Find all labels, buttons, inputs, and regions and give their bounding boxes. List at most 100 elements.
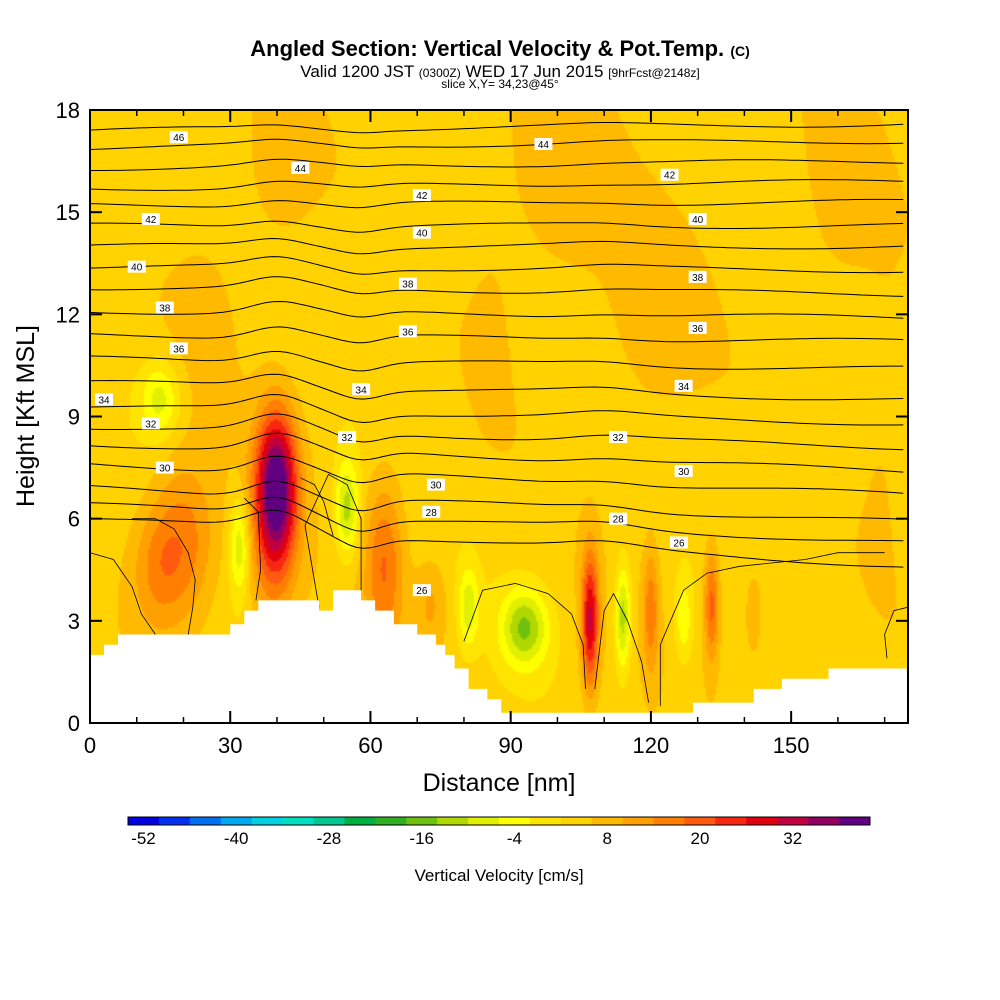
contour-label: 32 xyxy=(609,430,628,444)
contour-label: 40 xyxy=(688,212,707,226)
contour-label-box xyxy=(412,189,431,202)
zero-velocity-line xyxy=(90,552,156,635)
colorbar-swatch xyxy=(313,817,345,825)
contour-label-box xyxy=(660,168,679,181)
contour-label: 26 xyxy=(412,584,431,597)
contour-label: 46 xyxy=(169,131,188,144)
colorbar-swatch xyxy=(715,817,747,825)
contour-label-box xyxy=(141,417,160,430)
contour-label: 36 xyxy=(169,342,188,355)
contour-label: 42 xyxy=(141,212,160,226)
contour-labels: 46 44 44 42 42 42 40 40 40 38 38 38 36 36 36 34 34 34 32 32… xyxy=(95,131,707,597)
y-axis-title: Height [Kft MSL] xyxy=(12,325,40,507)
colorbar-tick-label: 8 xyxy=(602,829,611,848)
y-tick-label: 3 xyxy=(68,609,80,634)
colorbar-swatch xyxy=(251,817,283,825)
contour-label-text: 36 xyxy=(173,344,185,355)
contour-label: 38 xyxy=(688,270,707,284)
x-axis-title: Distance [nm] xyxy=(423,769,576,797)
y-tick-label: 0 xyxy=(68,711,80,736)
colorbar-swatch xyxy=(189,817,222,825)
contour-label-text: 32 xyxy=(613,433,625,444)
theta-contour-line xyxy=(90,496,904,542)
contour-label-box xyxy=(669,536,688,549)
theta-contour-line xyxy=(90,300,904,319)
contour-label: 30 xyxy=(674,464,693,478)
valid-date: WED 17 Jun 2015 xyxy=(465,62,604,81)
colorbar-tick-label: -28 xyxy=(317,829,342,848)
contour-label-text: 38 xyxy=(692,273,704,284)
plot-area: 46 44 44 42 42 42 40 40 40 38 38 38 36 36 36 34 34 34 32 32… xyxy=(90,110,908,723)
contour-label-box xyxy=(95,393,114,406)
colorbar-swatch xyxy=(808,817,840,825)
zero-velocity-contours xyxy=(90,473,908,706)
contour-label-text: 36 xyxy=(692,324,704,335)
theta-contour-line xyxy=(90,122,904,134)
colorbar-swatch xyxy=(777,817,809,825)
contour-label-box xyxy=(169,342,188,355)
colorbar-swatch xyxy=(622,817,654,825)
contour-label-text: 26 xyxy=(673,539,685,550)
theta-contour-line xyxy=(90,413,904,451)
contour-label-text: 26 xyxy=(416,586,428,597)
colorbar-frame xyxy=(127,816,871,826)
contour-label: 44 xyxy=(291,161,310,175)
contour-label-box xyxy=(609,430,628,443)
contour-label-box xyxy=(412,584,431,597)
zero-velocity-line xyxy=(884,606,908,659)
colorbar-swatch xyxy=(282,817,314,825)
contour-label-box xyxy=(674,379,693,392)
contour-label-box xyxy=(422,505,441,518)
contour-label-text: 30 xyxy=(159,464,171,475)
forecast-info: [9hrFcst@2148z] xyxy=(608,66,700,80)
zero-velocity-line xyxy=(244,497,262,601)
contour-label: 38 xyxy=(155,301,174,315)
contour-label-text: 38 xyxy=(159,304,171,315)
colorbar-tick-label: -4 xyxy=(507,829,522,848)
contour-label: 26 xyxy=(669,536,688,550)
zero-velocity-line xyxy=(300,477,334,536)
colorbar-swatch xyxy=(406,817,438,825)
colorbar-swatch xyxy=(499,817,531,825)
contour-label: 32 xyxy=(338,430,357,444)
x-tick-label: 30 xyxy=(218,733,242,758)
y-tick-label: 15 xyxy=(56,200,80,225)
zero-velocity-line xyxy=(594,592,649,703)
colorbar-swatch xyxy=(746,817,778,825)
valid-prefix: Valid 1200 JST xyxy=(300,62,414,81)
colorbar-swatch xyxy=(529,817,562,825)
colorbar-swatch xyxy=(591,817,623,825)
colorbar-swatch xyxy=(839,817,871,825)
x-tick-label: 0 xyxy=(84,733,96,758)
valid-zulu: (0300Z) xyxy=(418,66,461,80)
contour-label-box xyxy=(688,270,707,283)
terrain-mask xyxy=(90,590,908,723)
contour-label-box xyxy=(674,464,693,477)
contour-label-text: 42 xyxy=(145,215,157,226)
contour-label: 40 xyxy=(412,226,431,240)
theta-contour-line xyxy=(90,256,904,275)
contour-label-text: 34 xyxy=(356,385,368,396)
colorbar-swatch xyxy=(684,817,716,825)
contour-label-box xyxy=(688,321,707,334)
contour-label-box xyxy=(426,478,445,491)
contour-label-box xyxy=(155,461,174,474)
contour-label-text: 28 xyxy=(613,515,625,526)
theta-contour-line xyxy=(90,351,904,372)
zero-velocity-line xyxy=(132,518,196,635)
contour-label-box xyxy=(352,383,371,396)
contour-label: 32 xyxy=(141,417,160,430)
colorbar-tick-label: 32 xyxy=(783,829,802,848)
x-tick-label: 60 xyxy=(358,733,382,758)
contour-label: 42 xyxy=(412,189,431,202)
theta-contour-line xyxy=(90,326,904,344)
chart-title-suffix: (C) xyxy=(730,43,750,59)
contour-label: 34 xyxy=(674,379,693,393)
contour-label-text: 44 xyxy=(538,140,550,151)
colorbar-swatch xyxy=(653,817,685,825)
theta-contour-line xyxy=(90,138,904,150)
theta-contour-line xyxy=(90,198,904,209)
theta-contour-line xyxy=(90,373,904,401)
